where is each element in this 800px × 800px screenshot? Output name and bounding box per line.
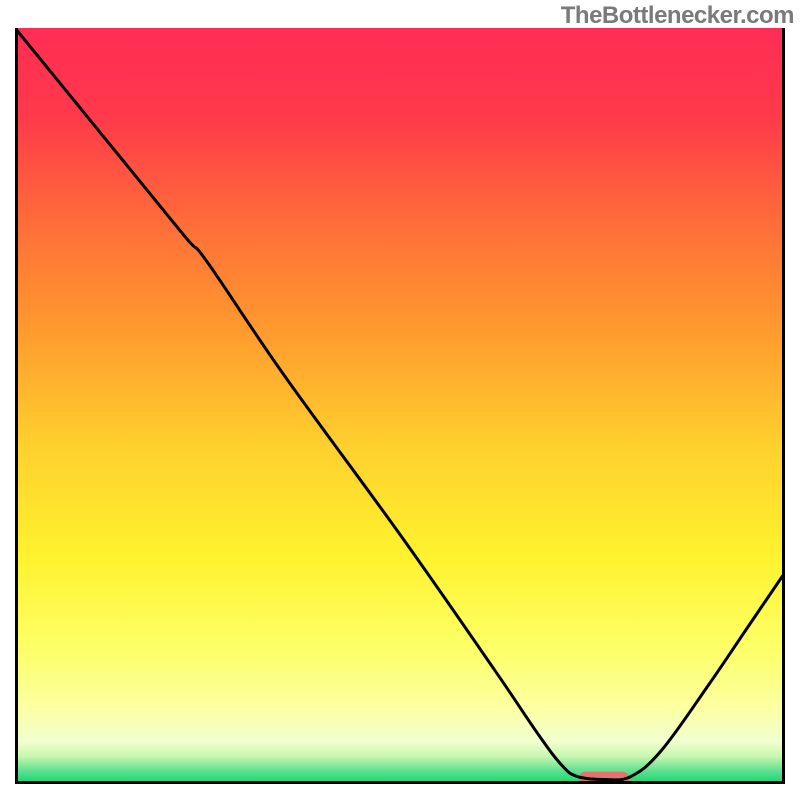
plot-svg [15,28,785,784]
plot-area [15,28,785,784]
watermark-text: TheBottlenecker.com [561,2,794,30]
chart-container: TheBottlenecker.com [0,0,800,800]
